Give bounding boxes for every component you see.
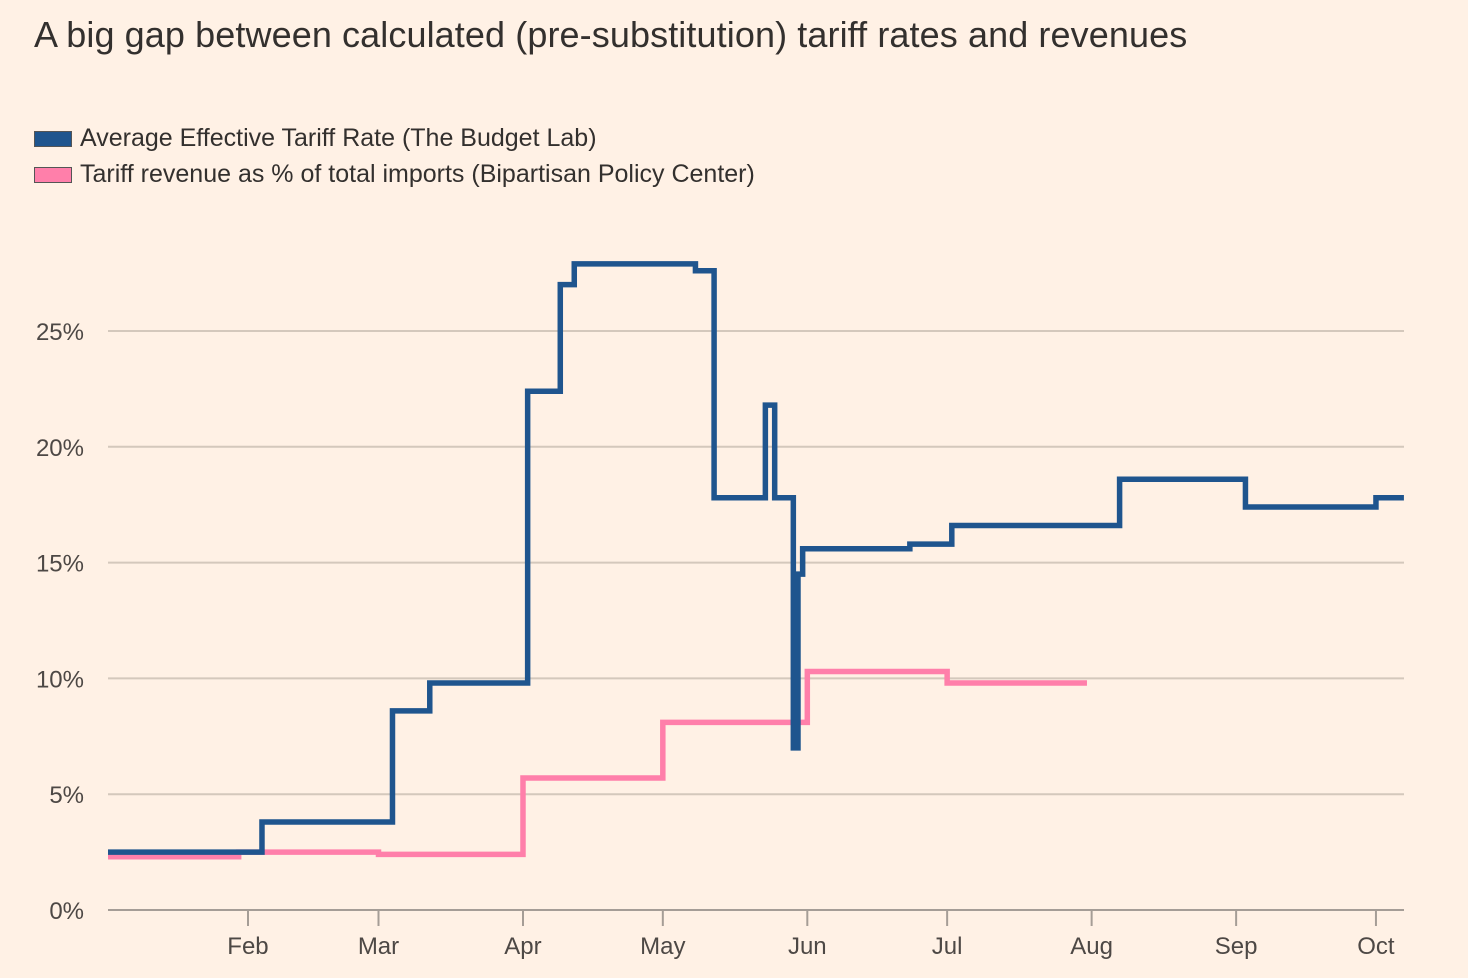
legend-item-bpc: Tariff revenue as % of total imports (Bi… <box>34 160 755 189</box>
y-tick-label: 25% <box>36 319 84 346</box>
legend-swatch-blue <box>34 130 72 147</box>
series-line-budget-lab <box>108 261 1404 855</box>
x-tick-label: Apr <box>504 933 541 960</box>
x-tick-label: Sep <box>1215 933 1258 960</box>
x-tick-label: Aug <box>1070 933 1113 960</box>
y-tick-label: 10% <box>36 666 84 693</box>
x-tick-label: Jul <box>932 933 963 960</box>
x-tick-label: Oct <box>1357 933 1395 960</box>
x-tick-label: Mar <box>358 933 399 960</box>
chart-title: A big gap between calculated (pre-substi… <box>34 14 1188 55</box>
legend-label: Average Effective Tariff Rate (The Budge… <box>80 124 597 152</box>
legend-item-budget-lab: Average Effective Tariff Rate (The Budge… <box>34 124 597 153</box>
series-line-bpc <box>108 668 1087 860</box>
x-tick-label: May <box>640 933 685 960</box>
y-tick-label: 5% <box>49 782 84 809</box>
y-tick-label: 15% <box>36 551 84 578</box>
legend-label: Tariff revenue as % of total imports (Bi… <box>80 160 755 188</box>
y-tick-label: 20% <box>36 435 84 462</box>
x-tick-label: Jun <box>788 933 827 960</box>
legend-swatch-pink <box>34 166 72 183</box>
y-tick-label: 0% <box>49 898 84 925</box>
x-tick-label: Feb <box>227 933 268 960</box>
